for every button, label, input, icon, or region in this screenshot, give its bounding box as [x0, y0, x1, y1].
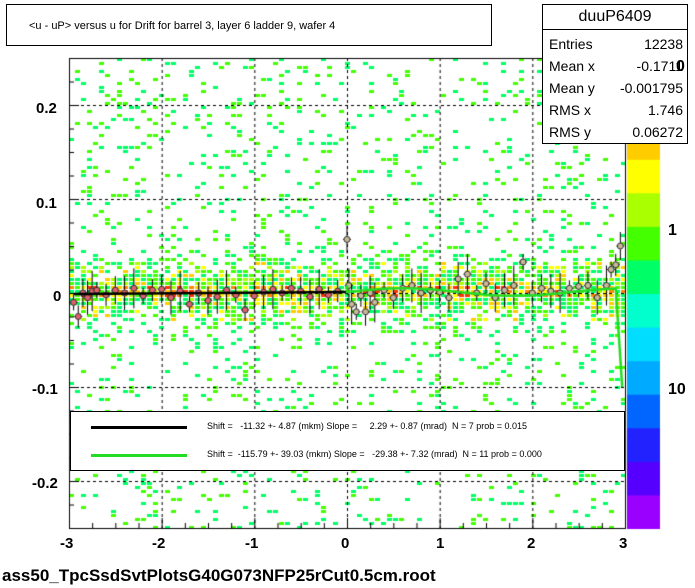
colorbar-top-label: 0 [676, 58, 685, 75]
fit-line-green [91, 454, 187, 457]
stat-label: Mean y [549, 80, 595, 96]
x-tick-label: -1 [245, 535, 259, 552]
colorbar-label: 1 [668, 222, 677, 239]
stats-histogram-name: duuP6409 [543, 5, 687, 30]
stat-label: RMS y [549, 124, 591, 140]
stat-row-mean-x: Mean x -0.1711 [549, 55, 683, 77]
fit-line-black [91, 426, 187, 429]
file-name-label: ass50_TpcSsdSvtPlotsG40G073NFP25rCut0.5c… [2, 566, 436, 585]
fit-text-2: Shift = -115.79 +- 39.03 (mkm) Slope = -… [207, 449, 542, 459]
colorbar-label: 10 [668, 381, 686, 398]
fit-text-1: Shift = -11.32 +- 4.87 (mkm) Slope = 2.2… [207, 421, 527, 431]
x-tick-label: 3 [619, 535, 628, 552]
y-tick-label: 0.1 [36, 195, 57, 212]
stat-value: 0.06272 [632, 124, 683, 140]
stat-value: -0.1711 [636, 58, 683, 74]
stat-row-rms-y: RMS y 0.06272 [549, 121, 683, 143]
stat-label: Mean x [549, 58, 595, 74]
stats-box: duuP6409 Entries 12238 Mean x -0.1711 Me… [542, 4, 688, 144]
title-box: <u - uP> versus u for Drift for barrel 3… [6, 4, 492, 46]
y-tick-label: -0.1 [32, 381, 58, 398]
stat-value: 1.746 [647, 102, 683, 118]
stat-value: 12238 [644, 36, 683, 52]
y-tick-label: -0.2 [32, 475, 58, 492]
chart-title: <u - uP> versus u for Drift for barrel 3… [29, 20, 336, 32]
stat-row-mean-y: Mean y -0.001795 [549, 77, 683, 99]
x-tick-label: 1 [436, 535, 445, 552]
stat-label: RMS x [549, 102, 591, 118]
x-tick-label: 2 [527, 535, 536, 552]
stat-value: -0.001795 [619, 80, 683, 96]
x-tick-label: -2 [152, 535, 166, 552]
y-tick-label: 0 [53, 288, 62, 305]
x-tick-label: 0 [341, 535, 350, 552]
stat-row-entries: Entries 12238 [549, 33, 683, 55]
fit-legend: Shift = -11.32 +- 4.87 (mkm) Slope = 2.2… [70, 411, 625, 471]
y-tick-label: 0.2 [36, 100, 57, 117]
x-tick-label: -3 [60, 535, 74, 552]
stat-row-rms-x: RMS x 1.746 [549, 99, 683, 121]
stat-label: Entries [549, 36, 593, 52]
